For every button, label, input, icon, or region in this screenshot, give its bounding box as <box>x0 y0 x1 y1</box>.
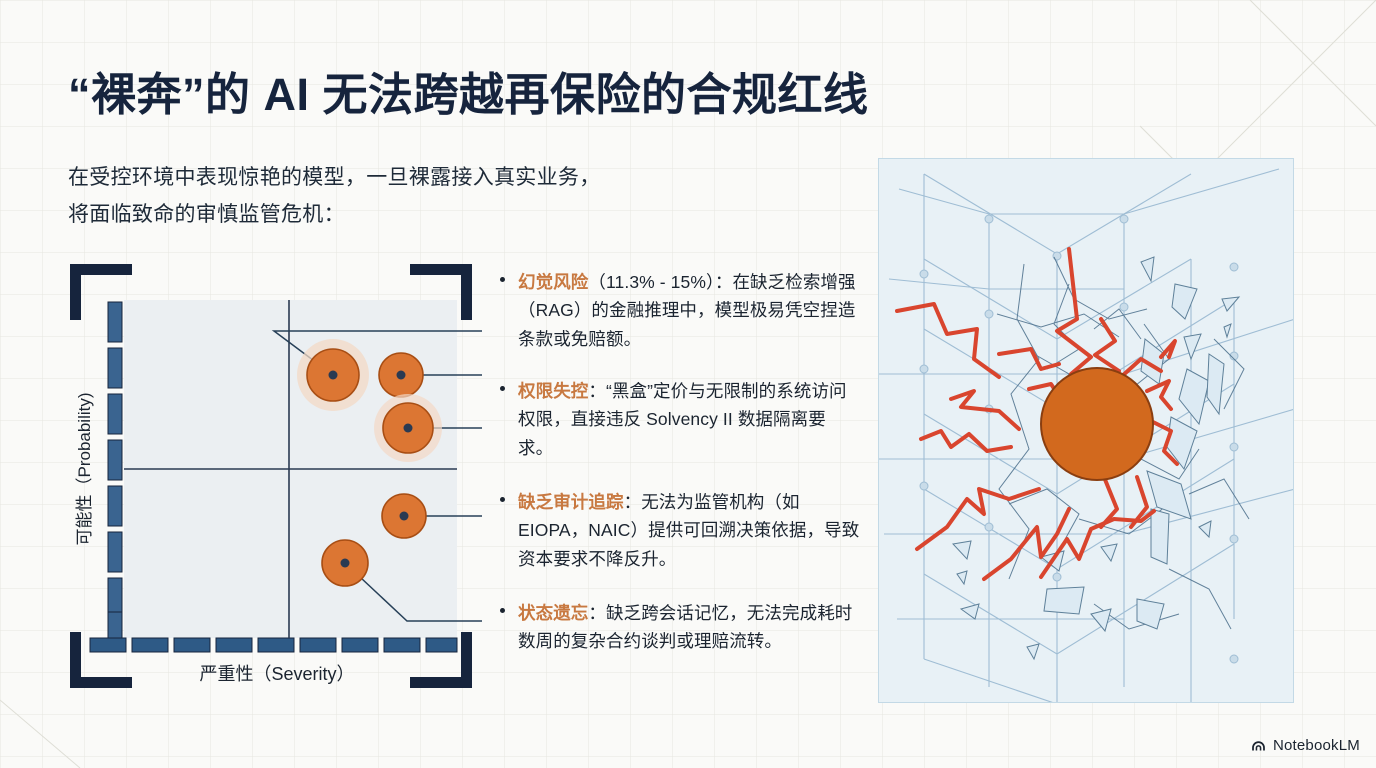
list-item: 缺乏审计追踪：无法为监管机构（如 EIOPA，NAIC）提供可回溯决策依据，导致… <box>500 488 860 573</box>
bullet-dot-icon <box>500 497 505 503</box>
y-axis-label: 可能性（Probability) <box>75 392 94 545</box>
notebooklm-logo: NotebookLM <box>1250 737 1360 754</box>
bullet-heading: 缺乏审计追踪 <box>518 492 624 513</box>
notebooklm-arc-icon <box>1252 741 1265 751</box>
page-title: “裸奔”的 AI 无法跨越再保险的合规红线 <box>68 69 869 120</box>
central-orange-sphere <box>1040 367 1154 481</box>
bullet-dot-icon <box>500 608 505 614</box>
list-item: 状态遗忘：缺乏跨会话记忆，无法完成耗时数周的复杂合约谈判或理赔流转。 <box>500 599 860 656</box>
subtitle-line-1: 在受控环境中表现惊艳的模型，一旦裸露接入真实业务， <box>68 166 601 189</box>
list-item: 权限失控：“黑盒”定价与无限制的系统访问权限，直接违反 Solvency II … <box>500 377 860 462</box>
risk-bullet-list: 幻觉风险（11.3% - 15%）：在缺乏检索增强（RAG）的金融推理中，模型极… <box>500 268 860 656</box>
brand-name: NotebookLM <box>1272 737 1360 754</box>
subtitle: 在受控环境中表现惊艳的模型，一旦裸露接入真实业务， 将面临致命的审慎监管危机： <box>68 160 601 234</box>
y-axis-ticks <box>107 301 123 639</box>
x-axis-ticks <box>89 637 458 653</box>
bullet-heading: 状态遗忘 <box>518 603 589 624</box>
bullet-heading: 幻觉风险 <box>518 272 589 292</box>
bullet-dot-icon <box>500 386 505 392</box>
bullet-heading: 权限失控 <box>518 381 589 402</box>
x-axis-label: 严重性（Severity） <box>199 664 354 684</box>
bullet-dot-icon <box>500 277 505 282</box>
shattered-grid-illustration <box>878 158 1294 703</box>
list-item: 幻觉风险（11.3% - 15%）：在缺乏检索增强（RAG）的金融推理中，模型极… <box>500 268 860 353</box>
subtitle-line-2: 将面临致命的审慎监管危机： <box>68 202 345 226</box>
risk-matrix-chart: 可能性（Probability) 严重性（Severity） <box>70 264 482 688</box>
